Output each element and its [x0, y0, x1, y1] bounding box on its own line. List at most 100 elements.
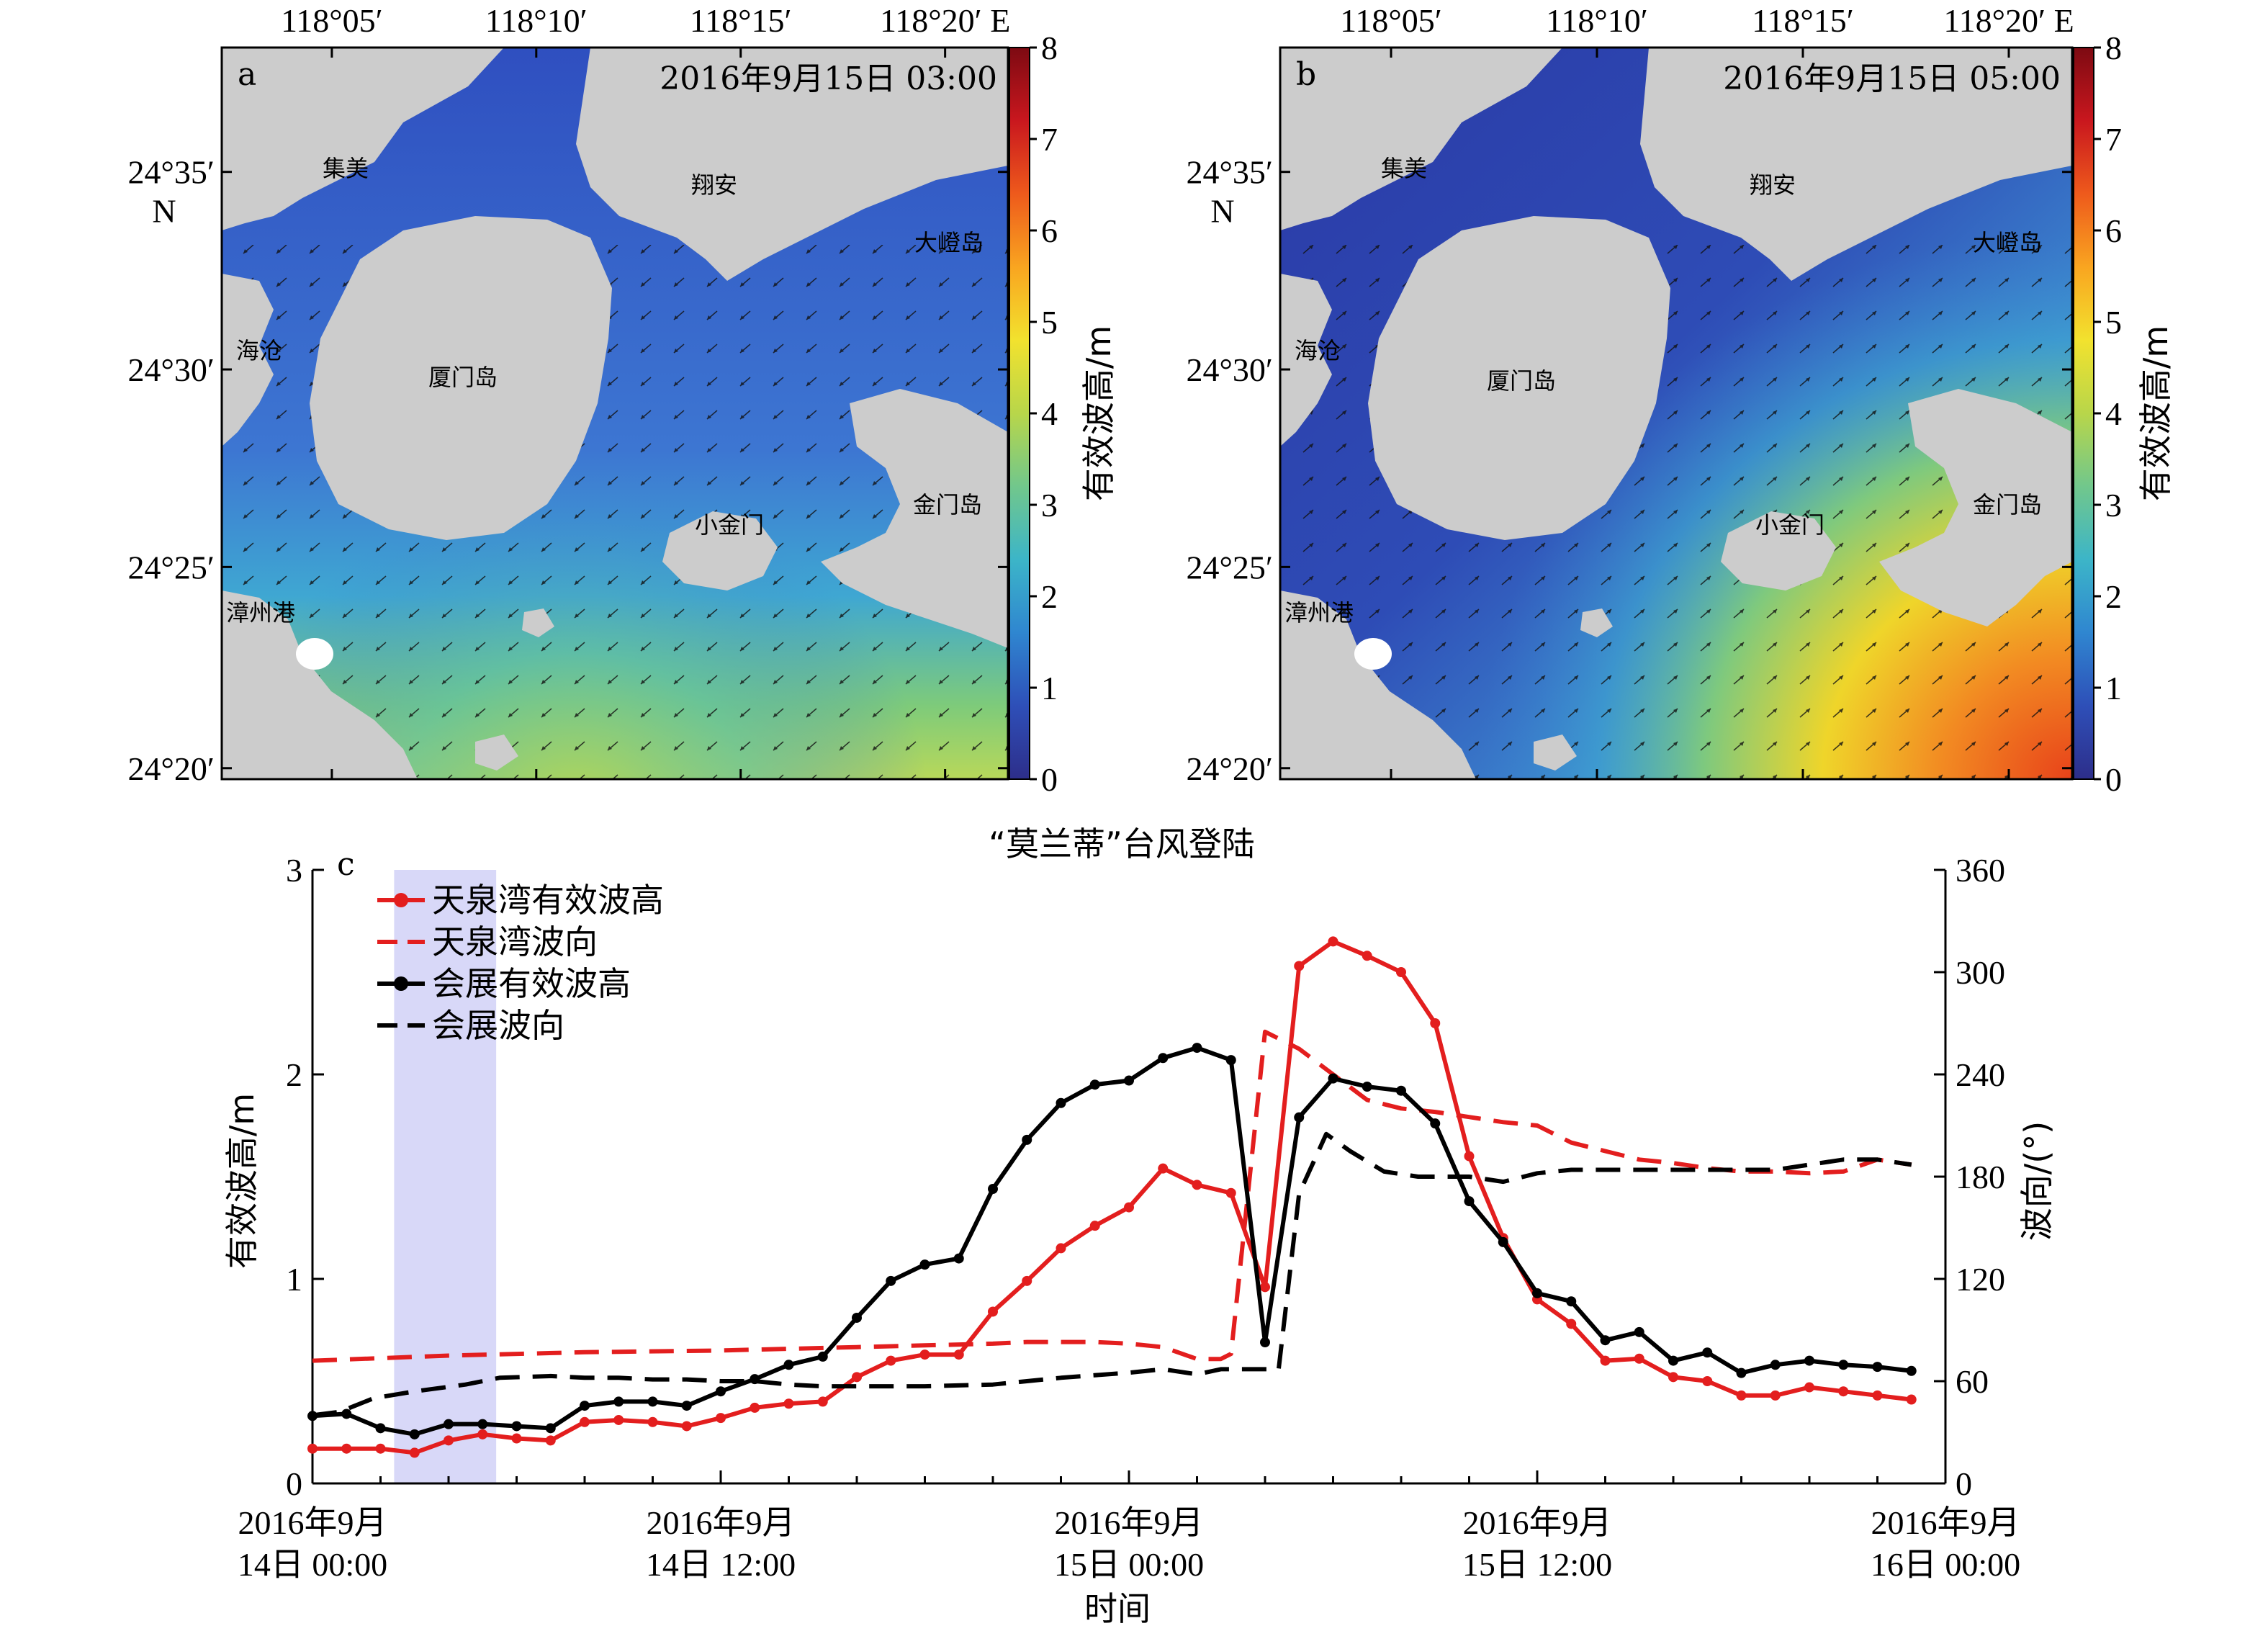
series-point-2	[1225, 1055, 1236, 1066]
wave-timeseries-chart: “莫兰蒂”台风登陆 c 0 1 2 3 0 60 120 180 240 300 360 2016年9…	[222, 825, 2056, 1626]
legend-label: 会展有效波高	[432, 964, 631, 1003]
series-point-2	[1770, 1360, 1781, 1370]
x-axis-label: 时间	[1084, 1589, 1151, 1626]
y-right-tick-label: 180	[1956, 1159, 2005, 1195]
series-point-0	[375, 1443, 386, 1454]
islet	[1580, 608, 1613, 637]
series-point-0	[1022, 1275, 1032, 1286]
map-frame	[1279, 46, 2074, 781]
series-point-0	[1192, 1180, 1202, 1190]
islet	[475, 735, 518, 771]
island-jinmen	[1879, 389, 2072, 626]
series-line-2	[312, 1046, 1912, 1437]
series-point-0	[1906, 1394, 1917, 1405]
lon-tick-label: 118°05′	[281, 2, 383, 39]
series-point-0	[1838, 1386, 1849, 1397]
colorbar-tick-label: 8	[2105, 30, 2122, 66]
place-haicang: 海沧	[236, 337, 282, 364]
y-right-tick-label: 0	[1956, 1465, 1972, 1502]
series-point-2	[1634, 1326, 1644, 1337]
series-point-0	[1464, 1151, 1475, 1162]
legend-label: 会展波向	[432, 1006, 564, 1045]
y-left-tick-label: 0	[286, 1465, 302, 1502]
series-point-0	[1736, 1390, 1747, 1401]
island-circle	[296, 638, 333, 670]
y-right-tick-label: 360	[1956, 852, 2005, 889]
series-point-0	[545, 1435, 556, 1446]
lon-tick-label: 118°10′	[485, 2, 588, 39]
y-left-tick-label: 2	[286, 1056, 302, 1093]
place-jinmen: 金门岛	[1973, 491, 2042, 518]
series-point-2	[852, 1312, 862, 1323]
series-point-2	[1804, 1355, 1814, 1366]
x-tick-label: 2016年9月	[1055, 1504, 1204, 1541]
place-xiamen-island: 厦门岛	[428, 364, 498, 391]
y-left-tick-label: 3	[286, 852, 302, 889]
x-tick-label: 15日 12:00	[1462, 1546, 1612, 1583]
y-axis-right-label: 波向/(°)	[2017, 1121, 2056, 1241]
series-point-0	[409, 1447, 420, 1458]
colorbar-tick-label: 2	[1041, 578, 1058, 615]
lat-tick-label: 24°30′	[128, 351, 215, 388]
x-tick-label: 2016年9月	[238, 1504, 387, 1541]
series-point-2	[444, 1419, 454, 1429]
place-zhangzhou-port: 漳州港	[1284, 599, 1354, 626]
colorbar-tick-label: 0	[1041, 761, 1058, 798]
series-point-2	[1906, 1365, 1917, 1376]
y-right-tick-label: 240	[1956, 1056, 2005, 1093]
series-point-2	[1056, 1097, 1066, 1108]
lon-tick-label: 118°05′	[1340, 2, 1442, 39]
series-point-2	[1192, 1043, 1202, 1054]
panel-label: a	[238, 56, 256, 93]
lon-tick-label: 118°15′	[1752, 2, 1854, 39]
panel-label: b	[1296, 56, 1316, 93]
lat-tick-label: 24°35′	[128, 154, 215, 191]
series-point-2	[919, 1259, 930, 1270]
series-point-2	[1566, 1296, 1577, 1307]
colorbar-tick-label: 3	[2105, 487, 2122, 524]
series-line-0	[312, 939, 1912, 1455]
series-point-0	[919, 1349, 930, 1360]
series-point-2	[1702, 1347, 1713, 1358]
series-point-2	[1089, 1079, 1100, 1090]
y-axis-left-label: 有效波高/m	[222, 1093, 261, 1269]
island-xiamen	[310, 216, 612, 540]
series-point-0	[1158, 1163, 1169, 1174]
lat-tick-label: 24°35′	[1187, 154, 1273, 191]
series-point-0	[1770, 1390, 1781, 1401]
land-north-west	[1280, 48, 1562, 230]
series-point-0	[750, 1402, 760, 1413]
place-jinmen: 金门岛	[913, 491, 982, 518]
x-tick-label: 14日 00:00	[238, 1546, 387, 1583]
series-point-2	[1260, 1337, 1270, 1348]
colorbar-tick-label: 8	[1041, 30, 1058, 66]
series-point-2	[1396, 1085, 1406, 1096]
lat-tick-label: 24°25′	[128, 549, 215, 585]
map-frame	[220, 46, 1009, 781]
map-panel-a: a 2016年9月15日 03:00 118°05′ 118°10′ 118°15′…	[128, 2, 1118, 798]
series-point-2	[1294, 1112, 1305, 1123]
series-point-2	[375, 1423, 386, 1434]
series-point-0	[1225, 1187, 1236, 1198]
colorbar-ticks: 8 7 6 5 4 3 2 1 0	[1030, 30, 1058, 798]
series-point-0	[1804, 1382, 1814, 1393]
land-west	[222, 274, 274, 446]
series-point-2	[1362, 1082, 1372, 1092]
series-point-2	[477, 1419, 488, 1429]
series-point-2	[1668, 1355, 1678, 1366]
colorbar-tick-label: 1	[1041, 670, 1058, 706]
series-point-2	[511, 1421, 522, 1432]
series-point-0	[852, 1372, 862, 1383]
series-point-2	[783, 1360, 794, 1370]
series-point-0	[1260, 1282, 1270, 1293]
colorbar-tick-label: 2	[2105, 578, 2122, 615]
colorbar-tick-label: 4	[2105, 395, 2122, 432]
island-xiaojinmen	[1721, 511, 1836, 590]
series-point-0	[1089, 1221, 1100, 1231]
map-axis-ticks: 118°05′ 118°10′ 118°15′ 118°20′ E 24°35′ 24°3…	[128, 2, 1011, 787]
land-north	[1640, 48, 2072, 281]
series-point-0	[1872, 1390, 1883, 1401]
series-point-2	[886, 1275, 896, 1286]
place-xiamen-island: 厦门岛	[1487, 367, 1556, 395]
